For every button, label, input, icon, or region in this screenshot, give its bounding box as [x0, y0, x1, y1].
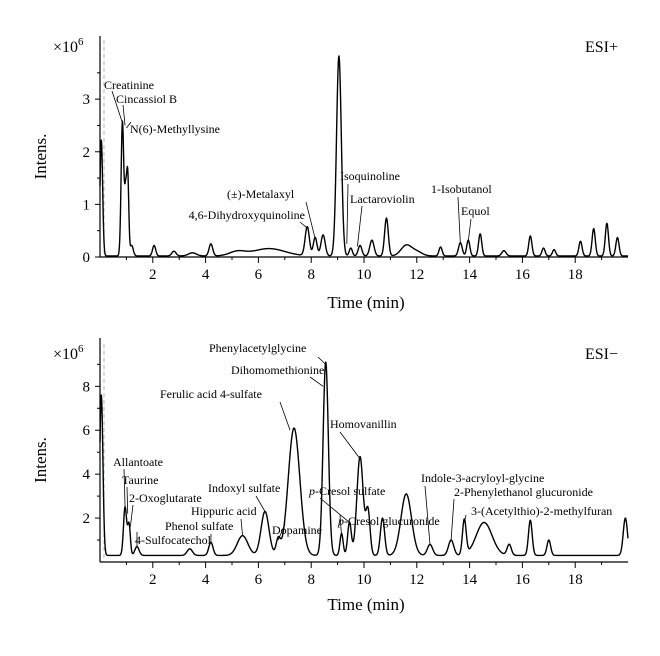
peak-annotation: 3-(Acetylthio)-2-methylfuran [471, 504, 612, 518]
peak-leader-line [129, 504, 134, 527]
peak-annotation: 4,6-Dihydroxyquinoline [189, 208, 305, 222]
y-exponent-label: ×106 [53, 343, 84, 363]
y-tick-label: 8 [83, 379, 91, 395]
x-tick-label: 12 [409, 572, 424, 588]
peak-annotation: p-Cresol sulfate [308, 484, 385, 498]
peak-annotation: N(6)-Methyllysine [130, 122, 220, 136]
y-exponent-power: 6 [78, 36, 84, 48]
x-axis-title: Time (min) [327, 595, 404, 614]
x-tick-label: 18 [568, 572, 583, 588]
peak-annotation: Hippuric acid [191, 504, 257, 518]
peak-annotation: Phenylacetylglycine [209, 341, 306, 355]
peak-annotation: 2-Phenylethanol glucuronide [454, 485, 593, 499]
y-axis-title: Intens. [31, 437, 50, 483]
peak-annotation: Equol [461, 204, 490, 218]
peak-leader-line [463, 514, 467, 523]
y-tick-label: 2 [83, 511, 91, 527]
x-tick-label: 4 [202, 267, 210, 283]
y-tick-label: 4 [83, 467, 91, 483]
peak-annotation: Ferulic acid 4-sulfate [160, 387, 262, 401]
x-tick-label: 10 [357, 267, 372, 283]
peak-annotation: 4-Sulfocatechol [135, 533, 212, 547]
x-tick-label: 16 [515, 267, 531, 283]
x-axis-title: Time (min) [327, 293, 404, 312]
x-tick-label: 16 [515, 572, 531, 588]
peak-annotation: Cincassiol B [116, 92, 177, 106]
x-tick-label: 8 [307, 267, 315, 283]
x-tick-label: 10 [357, 572, 372, 588]
x-tick-label: 6 [255, 267, 263, 283]
peak-leader-line [339, 431, 361, 460]
peak-annotation: Allantoate [113, 455, 163, 469]
peak-leader-line [305, 201, 316, 239]
y-tick-label: 2 [83, 145, 91, 161]
chromatogram-trace [99, 55, 629, 257]
peak-annotation: Taurine [122, 473, 158, 487]
x-tick-label: 18 [568, 267, 583, 283]
peak-leader-line [309, 376, 324, 387]
y-tick-label: 6 [83, 423, 91, 439]
y-exponent-label: ×106 [53, 36, 84, 56]
peak-leader-line [299, 221, 308, 229]
y-exponent-base: ×10 [53, 346, 78, 363]
peak-leader-line [346, 183, 349, 244]
y-exponent-power: 6 [78, 343, 84, 355]
peak-leader-line [424, 485, 431, 545]
peak-leader-line [457, 196, 461, 244]
peak-leader-line [255, 495, 266, 512]
peak-leader-line [339, 514, 342, 536]
x-tick-label: 14 [462, 572, 478, 588]
peak-annotation: Dopamine [272, 523, 322, 537]
ionization-mode-label: ESI+ [585, 39, 618, 56]
x-tick-label: 2 [149, 267, 157, 283]
peak-leader-line [122, 104, 126, 126]
y-tick-label: 1 [83, 197, 91, 213]
peak-annotation: Isoquinoline [340, 169, 400, 183]
peak-leader-line [126, 121, 132, 129]
peak-leader-line [240, 518, 243, 536]
peak-annotation: Phenol sulfate [165, 519, 233, 533]
peak-leader-line [111, 90, 123, 123]
x-tick-label: 2 [149, 572, 157, 588]
peak-leader-line [357, 205, 363, 247]
peak-annotation: p-Cresol glucuronide [337, 514, 440, 528]
peak-leader-line [450, 498, 455, 541]
y-tick-label: 3 [83, 92, 91, 108]
peak-leader-line [123, 468, 126, 508]
chromatogram-trace [99, 361, 629, 557]
peak-annotation: Lactaroviolin [350, 192, 415, 206]
x-tick-label: 6 [255, 572, 263, 588]
peak-annotation: Homovanillin [330, 417, 397, 431]
peak-annotation: Creatinine [104, 78, 154, 92]
peak-annotation: (±)-Metalaxyl [227, 187, 295, 201]
peak-annotation: Indole-3-acryloyl-glycine [421, 471, 544, 485]
x-tick-label: 12 [409, 267, 424, 283]
x-tick-label: 4 [202, 572, 210, 588]
y-tick-label: 0 [83, 250, 91, 266]
y-axis-title: Intens. [31, 134, 50, 180]
ionization-mode-label: ESI− [585, 346, 618, 363]
peak-annotation: Dihomomethionine [231, 363, 324, 377]
peak-leader-line [317, 356, 326, 365]
peak-leader-line [126, 486, 129, 514]
peak-annotation: 2-Oxoglutarate [129, 491, 202, 505]
peak-leader-line [467, 218, 472, 242]
peak-leader-line [277, 523, 286, 541]
y-exponent-base: ×10 [53, 39, 78, 56]
x-tick-label: 14 [462, 267, 478, 283]
peak-annotation: Indoxyl sulfate [208, 481, 280, 495]
peak-annotation: 1-Isobutanol [431, 182, 492, 196]
x-tick-label: 8 [307, 572, 315, 588]
peak-leader-line [319, 497, 350, 523]
peak-leader-line [279, 401, 291, 431]
